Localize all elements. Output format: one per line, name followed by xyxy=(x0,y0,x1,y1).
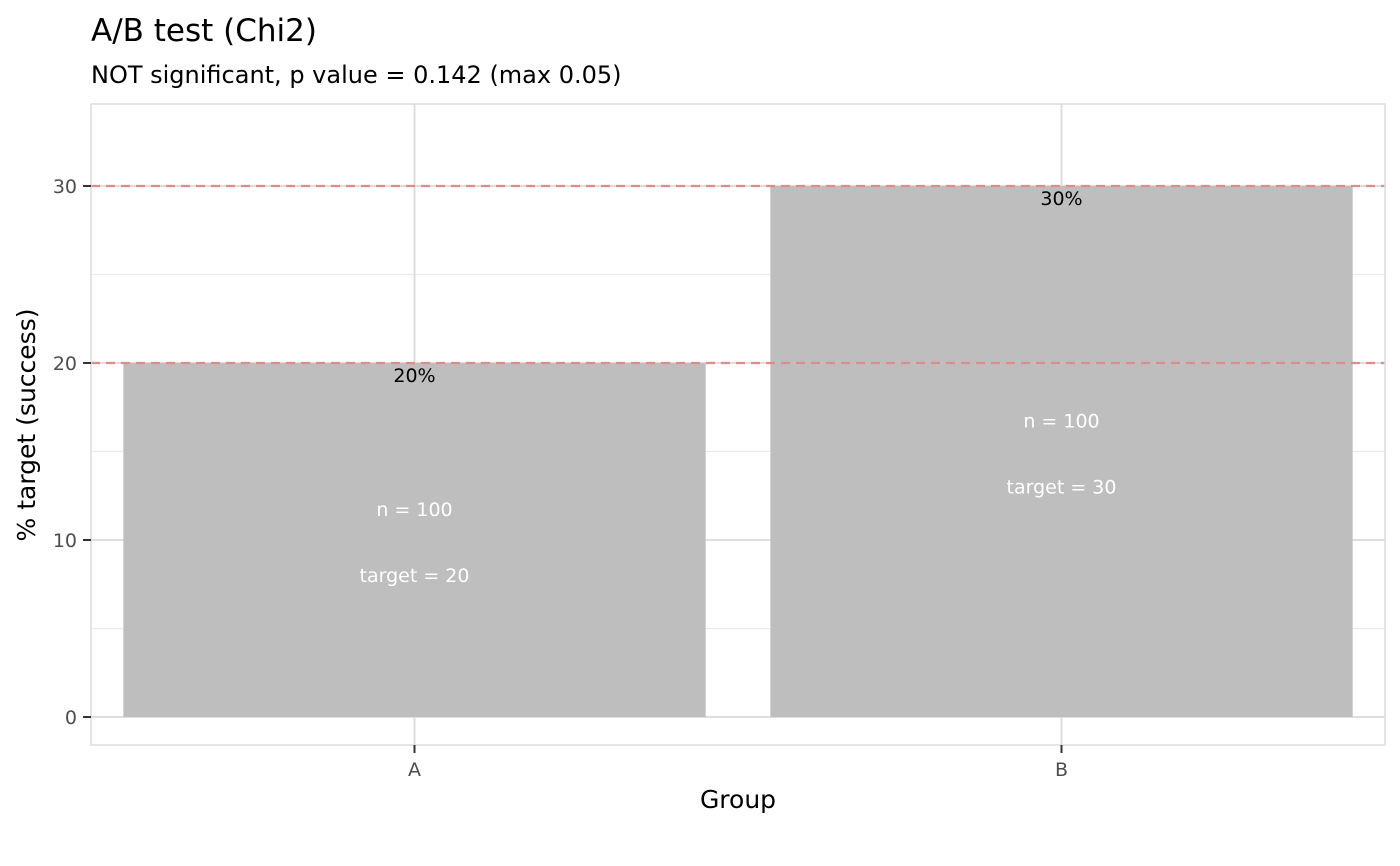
bar-B xyxy=(770,186,1353,717)
chart-subtitle: NOT significant, p value = 0.142 (max 0.… xyxy=(91,61,622,89)
target-label: target = 20 xyxy=(360,565,470,587)
y-axis-title: % target (success) xyxy=(12,309,41,542)
n-label: n = 100 xyxy=(1023,411,1099,433)
reference-lines xyxy=(91,184,1385,365)
x-axis-title: Group xyxy=(700,785,776,814)
chart-title: A/B test (Chi2) xyxy=(91,13,317,49)
y-tick-label: 0 xyxy=(65,707,77,729)
value-label: 30% xyxy=(1040,188,1082,210)
y-tick-label: 30 xyxy=(53,176,77,198)
bar-A xyxy=(123,363,706,717)
panel-border xyxy=(90,103,1386,746)
y-tick-label: 10 xyxy=(53,530,77,552)
x-tick-label: B xyxy=(1055,759,1068,781)
target-label: target = 30 xyxy=(1007,477,1117,499)
bars xyxy=(123,186,1353,717)
value-label: 20% xyxy=(393,365,435,387)
axes: 0 10 20 30 A B xyxy=(53,176,1068,781)
y-tick-label: 20 xyxy=(53,353,77,375)
n-label: n = 100 xyxy=(376,499,452,521)
bar-labels: 20% n = 100 target = 20 30% n = 100 target = … xyxy=(360,188,1117,587)
x-tick-label: A xyxy=(408,759,421,781)
